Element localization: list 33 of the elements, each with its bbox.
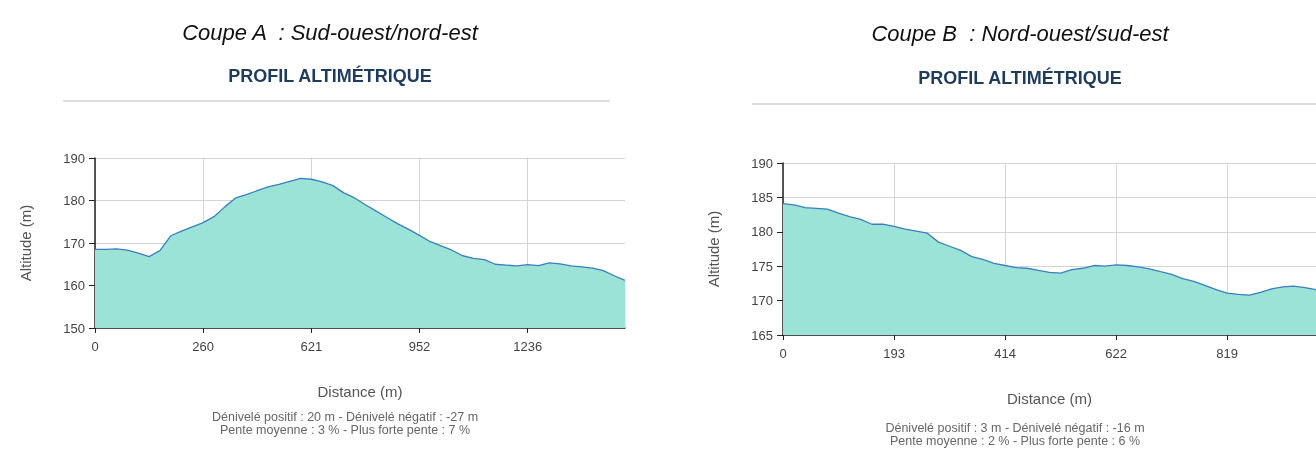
y-tick-label: 175 [751, 258, 773, 274]
y-tick-label: 160 [63, 278, 85, 293]
x-tick-label: 1236 [513, 339, 543, 354]
y-tick-label: 165 [751, 327, 773, 343]
x-tick-label: 819 [1216, 346, 1239, 361]
text: Pente moyenne : 3 % - Plus forte pente : 7 % [219, 423, 471, 437]
x-tick-label: 260 [192, 339, 215, 354]
y-tick-label: 170 [751, 293, 773, 309]
chart-title: Coupe A : Sud-ouest/nord-est [182, 19, 479, 45]
x-tick-label: 414 [994, 346, 1016, 361]
x-tick-label: 0 [779, 346, 787, 361]
chart-subtitle: PROFIL ALTIMÉTRIQUE [228, 65, 432, 86]
y-axis-title: Altitude (m) [17, 204, 34, 282]
x-tick-label: 952 [408, 339, 431, 354]
y-tick-label: 150 [63, 320, 85, 336]
y-tick-label: 180 [63, 193, 85, 208]
y-tick-label: 190 [751, 155, 773, 171]
x-tick-label: 193 [883, 346, 905, 361]
x-tick-label: 0 [91, 339, 99, 354]
text: Pente moyenne : 2 % - Plus forte pente : 6 % [889, 434, 1141, 448]
chart-subtitle: PROFIL ALTIMÉTRIQUE [918, 67, 1122, 88]
y-tick-label: 180 [751, 224, 773, 240]
y-tick-label: 185 [751, 189, 773, 205]
y-tick-label: 190 [63, 150, 85, 166]
y-axis-title: Altitude (m) [705, 210, 722, 288]
x-axis-title: Distance (m) [317, 383, 403, 400]
x-tick-label: 622 [1105, 346, 1127, 361]
text: Dénivelé positif : 3 m - Dénivelé négatif : -16 m [885, 421, 1145, 435]
x-axis-title: Distance (m) [1006, 390, 1093, 407]
text: Dénivelé positif : 20 m - Dénivelé négatif : -27 m [211, 410, 479, 424]
x-tick-label: 621 [300, 339, 323, 354]
y-tick-label: 170 [63, 235, 85, 251]
chart-title: Coupe B : Nord-ouest/sud-est [871, 20, 1170, 46]
